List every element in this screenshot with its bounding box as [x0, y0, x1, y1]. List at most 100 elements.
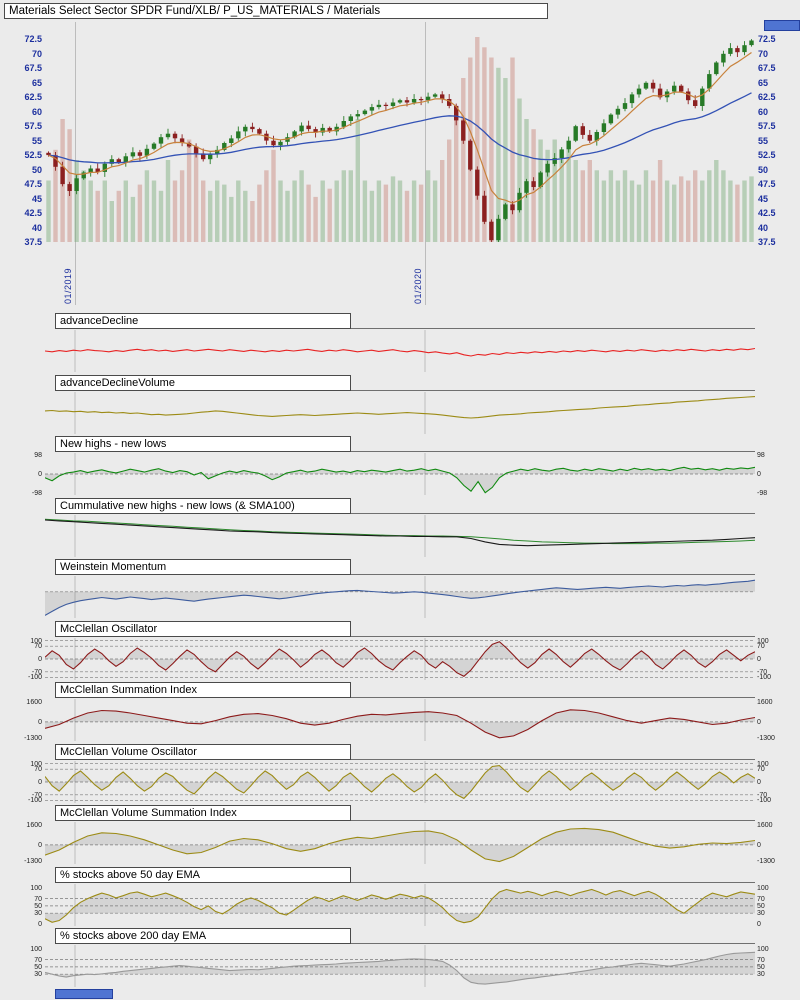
- date-gridline: [425, 22, 426, 305]
- indicator-axis-tick: 0: [757, 779, 761, 786]
- pane-title-separator: [351, 636, 755, 637]
- price-chart[interactable]: [45, 22, 755, 242]
- indicator-line: [45, 951, 755, 985]
- pane-title-separator: [351, 390, 755, 391]
- indicator-chart-advancedeclinevolume[interactable]: [45, 392, 755, 434]
- indicator-axis-tick: 70: [757, 896, 765, 903]
- pane-title-advancedecline[interactable]: advanceDecline: [55, 313, 351, 329]
- indicator-chart-cummulative-new-highs-new-lows-sma100[interactable]: [45, 515, 755, 557]
- pane-title-mcclellan-volume-oscillator[interactable]: McClellan Volume Oscillator: [55, 744, 351, 760]
- indicator-fill: [45, 580, 755, 616]
- indicator-fill: [45, 467, 755, 493]
- indicator-axis-tick: 70: [34, 896, 42, 903]
- indicator-axis-tick: 100: [757, 761, 769, 768]
- price-axis-tick: 67.5: [758, 63, 776, 73]
- indicator-axis-tick: 1600: [757, 699, 773, 706]
- bottom-left-control[interactable]: [55, 989, 113, 999]
- price-axis-tick: 37.5: [24, 237, 42, 247]
- pane-title-advancedeclinevolume[interactable]: advanceDeclineVolume: [55, 375, 351, 391]
- indicator-chart-advancedecline[interactable]: [45, 330, 755, 372]
- indicator-chart-stocks-above-50-day-ema[interactable]: [45, 884, 755, 926]
- price-axis-tick: 65: [31, 78, 42, 88]
- top-right-control[interactable]: [764, 20, 800, 31]
- indicator-axis-tick: 0: [38, 842, 42, 849]
- pane-title-separator: [351, 574, 755, 575]
- price-axis-tick: 60: [758, 107, 769, 117]
- price-axis-tick: 50: [758, 165, 769, 175]
- indicator-fill: [45, 641, 755, 677]
- symbol-title-box[interactable]: Materials Select Sector SPDR Fund/XLB/ P…: [4, 3, 548, 19]
- price-axis-tick: 57.5: [758, 121, 776, 131]
- price-axis-tick: 42.5: [758, 208, 776, 218]
- indicator-axis-tick: -70: [757, 792, 768, 799]
- indicator-fill: [45, 765, 755, 799]
- pane-title-cummulative-new-highs-new-lows-sma100[interactable]: Cummulative new highs - new lows (& SMA1…: [55, 498, 351, 514]
- indicator-axis-tick: 70: [757, 957, 765, 964]
- indicator-fill: [45, 828, 755, 862]
- indicator-axis-tick: -1300: [757, 735, 775, 742]
- indicator-chart-new-highs-new-lows[interactable]: [45, 453, 755, 495]
- ma-fast-line: [48, 52, 752, 204]
- price-axis-tick: 52.5: [24, 150, 42, 160]
- indicator-chart-mcclellan-volume-oscillator[interactable]: [45, 761, 755, 803]
- indicator-chart-mcclellan-volume-summation-index[interactable]: [45, 822, 755, 864]
- indicator-chart-weinstein-momentum[interactable]: [45, 576, 755, 618]
- indicator-line: [45, 579, 755, 616]
- pane-title-separator: [351, 451, 755, 452]
- pane-title-mcclellan-summation-index[interactable]: McClellan Summation Index: [55, 682, 351, 698]
- pane-title-weinstein-momentum[interactable]: Weinstein Momentum: [55, 559, 351, 575]
- pane-title-stocks-above-50-day-ema[interactable]: % stocks above 50 day EMA: [55, 867, 351, 883]
- price-axis-tick: 50: [31, 165, 42, 175]
- indicator-axis-tick: 50: [34, 903, 42, 910]
- price-axis-tick: 45: [31, 194, 42, 204]
- indicator-axis-tick: 100: [30, 946, 42, 953]
- indicator-axis-tick: 70: [34, 957, 42, 964]
- indicator-axis-tick: 0: [38, 719, 42, 726]
- indicator-axis-tick: -98: [31, 490, 42, 497]
- pane-title-stocks-above-200-day-ema[interactable]: % stocks above 200 day EMA: [55, 928, 351, 944]
- indicator-axis-tick: 0: [757, 842, 761, 849]
- indicator-line: [45, 827, 755, 863]
- indicator-axis-tick: 0: [38, 471, 42, 478]
- indicator-axis-tick: 100: [30, 761, 42, 768]
- indicator-axis-tick: -1300: [757, 858, 775, 865]
- price-axis-tick: 57.5: [24, 121, 42, 131]
- pane-title-new-highs-new-lows[interactable]: New highs - new lows: [55, 436, 351, 452]
- date-label: 01/2019: [63, 267, 73, 304]
- indicator-fill: [45, 889, 755, 923]
- date-gridline: [75, 22, 76, 305]
- indicator-chart-mcclellan-oscillator[interactable]: [45, 638, 755, 680]
- indicator-axis-tick: 0: [38, 921, 42, 928]
- price-axis-tick: 40: [758, 223, 769, 233]
- indicator-axis-tick: -100: [757, 797, 772, 804]
- indicator-axis-tick: -100: [27, 674, 42, 681]
- indicator-axis-tick: -100: [27, 797, 42, 804]
- indicator-axis-tick: 1600: [757, 822, 773, 829]
- indicator-chart-stocks-above-200-day-ema[interactable]: [45, 945, 755, 987]
- price-axis-tick: 45: [758, 194, 769, 204]
- indicator-axis-tick: 30: [34, 971, 42, 978]
- price-axis-tick: 47.5: [24, 179, 42, 189]
- indicator-axis-tick: -100: [757, 674, 772, 681]
- indicator-axis-tick: 0: [757, 656, 761, 663]
- price-axis-tick: 72.5: [24, 34, 42, 44]
- indicator-axis-tick: 30: [757, 971, 765, 978]
- price-axis-tick: 62.5: [758, 92, 776, 102]
- candles: [46, 39, 754, 242]
- indicator-line: [45, 641, 755, 677]
- indicator-axis-tick: 0: [757, 471, 761, 478]
- pane-title-separator: [351, 759, 755, 760]
- pane-title-mcclellan-volume-summation-index[interactable]: McClellan Volume Summation Index: [55, 805, 351, 821]
- price-axis-tick: 62.5: [24, 92, 42, 102]
- price-axis-tick: 67.5: [24, 63, 42, 73]
- pane-title-separator: [351, 513, 755, 514]
- pane-title-separator: [351, 820, 755, 821]
- date-label: 01/2020: [413, 267, 423, 304]
- indicator-axis-tick: -98: [757, 490, 768, 497]
- indicator-line: [45, 709, 755, 739]
- pane-title-mcclellan-oscillator[interactable]: McClellan Oscillator: [55, 621, 351, 637]
- pane-title-separator: [351, 882, 755, 883]
- indicator-axis-tick: 100: [30, 638, 42, 645]
- indicator-chart-mcclellan-summation-index[interactable]: [45, 699, 755, 741]
